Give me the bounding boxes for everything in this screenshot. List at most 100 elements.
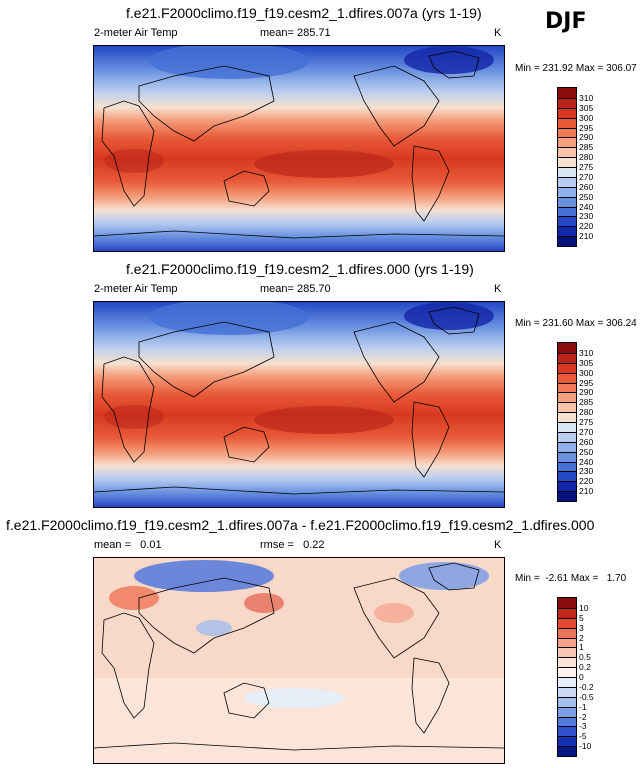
colorbar-swatch (558, 412, 576, 422)
colorbar-swatch (558, 451, 576, 462)
colorbar-tick-label: 250 (579, 191, 594, 202)
colorbar-swatch (558, 127, 576, 138)
colorbar-tick-label: -5 (579, 731, 587, 742)
panel1-minmax: Min = 231.92 Max = 306.07 (515, 63, 637, 74)
panel2-colorbar: 310 305 300 295 290 285 280 275 270 260 250 240 230 2… (557, 342, 593, 502)
colorbar-swatch (558, 716, 576, 727)
colorbar-swatch (558, 647, 576, 658)
colorbar-tick-label: 0.2 (579, 662, 591, 673)
colorbar-swatch (558, 352, 576, 363)
colorbar-tick-label: 305 (579, 102, 594, 113)
colorbar-tick-label: -10 (579, 741, 592, 752)
colorbar-tick-label: 250 (579, 446, 594, 457)
colorbar-tick-label: 285 (579, 397, 594, 408)
panel3-mean-label: mean = 0.01 (94, 539, 162, 551)
colorbar-tick-label: -0.5 (579, 691, 594, 702)
colorbar-tick-label: 305 (579, 357, 594, 368)
season-label: DJF (545, 9, 587, 34)
panel3-difference-map (93, 557, 505, 764)
colorbar-swatch (558, 481, 576, 492)
colorbar-swatch (558, 362, 576, 373)
colorbar-swatch (558, 157, 576, 167)
colorbar-swatch (558, 176, 576, 187)
panel2-minmax: Min = 231.60 Max = 306.24 (515, 318, 637, 329)
panel3-rmse-label: rmse = 0.22 (260, 539, 325, 551)
colorbar-swatch (558, 216, 576, 227)
colorbar-tick-label: 230 (579, 466, 594, 477)
colorbar-swatch (558, 491, 576, 501)
colorbar-swatch (558, 706, 576, 717)
colorbar-tick-label: 210 (579, 231, 594, 242)
colorbar-swatch (558, 137, 576, 148)
colorbar-swatch (558, 736, 576, 747)
colorbar-swatch (558, 471, 576, 482)
panel3-title: f.e21.F2000climo.f19_f19.cesm2_1.dfires.… (6, 517, 595, 533)
panel2-title: f.e21.F2000climo.f19_f19.cesm2_1.dfires.… (126, 261, 474, 277)
colorbar-swatch (558, 167, 576, 177)
panel1-colorbar: 310 305 300 295 290 285 280 275 270 260 250 240 230 2… (557, 87, 593, 247)
colorbar-swatch (558, 97, 576, 108)
colorbar-swatch (558, 617, 576, 628)
colorbar-tick-label: 10 (579, 602, 589, 613)
colorbar-tick-label: 280 (579, 152, 594, 163)
colorbar-swatch (558, 382, 576, 393)
colorbar-tick-label: 275 (579, 162, 594, 172)
colorbar-swatch (558, 392, 576, 403)
colorbar-tick-label: 280 (579, 407, 594, 418)
colorbar-tick-label: 230 (579, 211, 594, 222)
panel3-colorbar: 10 5 3 2 1 0.5 0.2 0 -0.2 -0.5 -1 -2 -3 -5 -10 (557, 597, 594, 757)
colorbar-swatch (558, 637, 576, 648)
panel2-mean-label: mean= 285.70 (260, 283, 331, 295)
colorbar-swatch (558, 343, 576, 353)
colorbar-swatch (558, 667, 576, 677)
colorbar-tick-label: 210 (579, 486, 594, 497)
colorbar-swatch (558, 657, 576, 668)
colorbar-tick-label: 3 (579, 622, 584, 633)
colorbar-swatch (558, 431, 576, 442)
colorbar-swatch (558, 746, 576, 756)
colorbar-swatch (558, 402, 576, 413)
colorbar-swatch (558, 598, 576, 608)
colorbar-tick-label: -0.2 (579, 681, 594, 692)
colorbar-tick-label: 310 (579, 347, 594, 358)
panel3-units: K (494, 539, 502, 551)
colorbar-tick-label: 295 (579, 122, 594, 133)
colorbar-swatch (558, 196, 576, 207)
panel2-temperature-map (93, 301, 505, 508)
colorbar-tick-label: 2 (579, 632, 584, 643)
colorbar-swatch (558, 627, 576, 638)
panel1-title: f.e21.F2000climo.f19_f19.cesm2_1.dfires.… (126, 5, 482, 21)
colorbar-swatch (558, 236, 576, 246)
colorbar-tick-label: 220 (579, 221, 594, 232)
colorbar-tick-label: -1 (579, 701, 587, 712)
colorbar-swatch (558, 441, 576, 452)
panel1-temperature-map (93, 45, 505, 252)
colorbar-tick-label: 240 (579, 201, 594, 212)
panel1-units: K (494, 27, 502, 39)
colorbar-tick-label: 300 (579, 112, 594, 123)
colorbar-tick-label: 260 (579, 436, 594, 447)
colorbar-tick-label: 5 (579, 612, 584, 623)
colorbar-swatch (558, 686, 576, 697)
colorbar-tick-label: 310 (579, 92, 594, 103)
colorbar-tick-label: 220 (579, 476, 594, 487)
colorbar-tick-label: 270 (579, 171, 594, 182)
colorbar-swatch (558, 107, 576, 118)
panel1-mean-label: mean= 285.71 (260, 27, 331, 39)
colorbar-tick-label: 0.5 (579, 652, 591, 663)
panel1-variable-label: 2-meter Air Temp (94, 27, 178, 39)
colorbar-tick-label: -3 (579, 721, 587, 732)
colorbar-swatch (558, 117, 576, 128)
colorbar-tick-label: 0 (579, 672, 584, 682)
colorbar-tick-label: -2 (579, 711, 587, 722)
panel2-variable-label: 2-meter Air Temp (94, 283, 178, 295)
colorbar-swatch (558, 677, 576, 687)
colorbar-swatch (558, 372, 576, 383)
panel2-units: K (494, 283, 502, 295)
colorbar-swatch (558, 186, 576, 197)
colorbar-swatch (558, 147, 576, 158)
colorbar-swatch (558, 696, 576, 707)
colorbar-swatch (558, 422, 576, 432)
colorbar-tick-label: 290 (579, 132, 594, 143)
colorbar-swatch (558, 607, 576, 618)
